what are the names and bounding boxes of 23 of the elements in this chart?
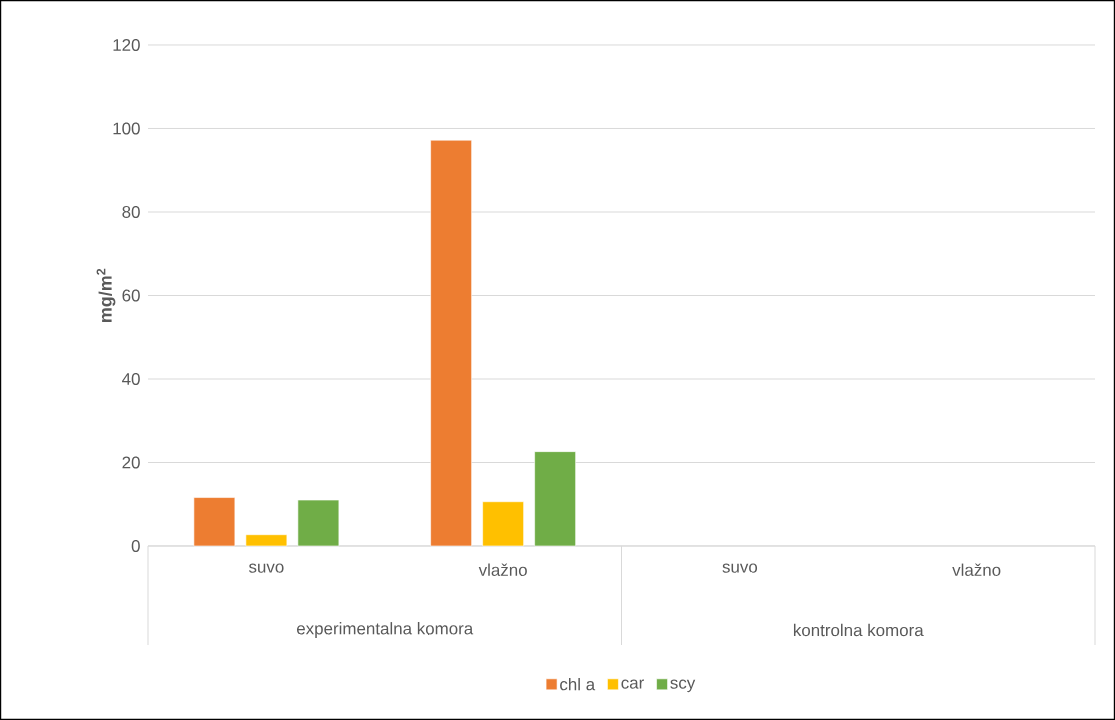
x-tick-label: vlažno <box>952 563 1001 577</box>
y-tick-label: 0 <box>131 539 140 552</box>
text: kontrolna komora <box>793 623 924 637</box>
y-tick-label: 20 <box>122 456 140 469</box>
y-tick-label: 80 <box>122 205 140 218</box>
bar <box>534 451 576 547</box>
legend-label: car <box>621 679 644 689</box>
bar <box>193 497 236 547</box>
y-tick-label: 40 <box>122 372 140 385</box>
y-tick-label: 120 <box>113 38 140 51</box>
bar <box>297 499 340 547</box>
bar <box>482 501 524 547</box>
y-tick-label: 100 <box>113 122 140 135</box>
legend-label: chl a <box>560 677 596 691</box>
y-axis-title: mg/m$^{2}$ <box>96 268 116 322</box>
legend-label: scy <box>670 679 696 693</box>
x-tick-label: vlažno <box>478 563 527 577</box>
text: experimentalna komora <box>296 622 474 638</box>
x-tick-label: suvo <box>248 563 284 573</box>
y-tick-label: 60 <box>122 289 140 302</box>
bar <box>430 139 472 547</box>
x-tick-label: suvo <box>722 563 758 573</box>
bar <box>245 534 288 547</box>
